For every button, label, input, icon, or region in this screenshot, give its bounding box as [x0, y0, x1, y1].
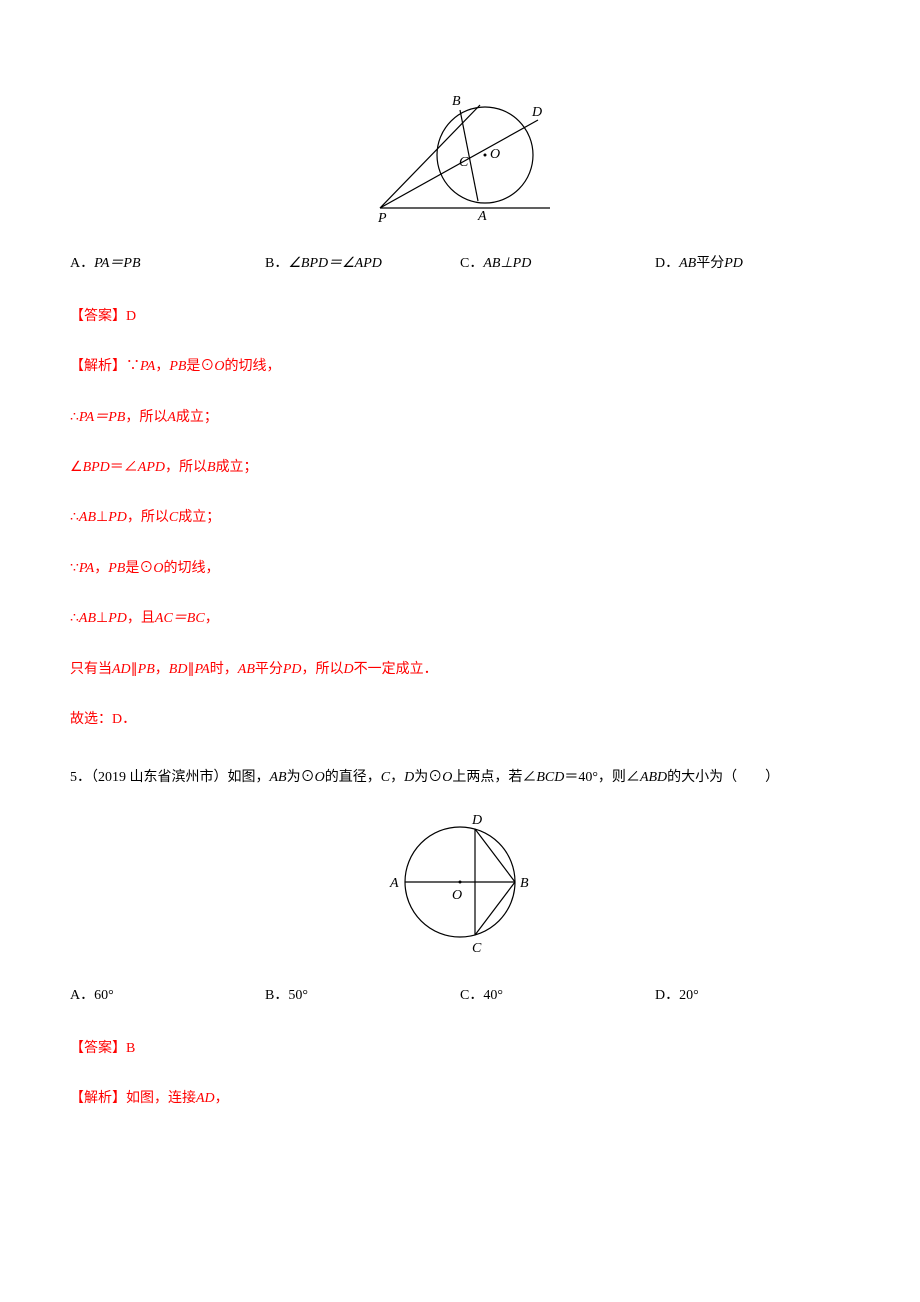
fig1-label-O: O: [490, 147, 500, 162]
fig1-label-D: D: [531, 105, 542, 120]
figure-1: P A B C D O: [70, 80, 850, 233]
fig1-label-C: C: [459, 155, 469, 170]
explain-1-line-1: 【解析】∵PA，PB是⊙O的切线，: [70, 356, 850, 378]
option-2-D: D．20°: [655, 985, 850, 1007]
figure-2: A B C D O: [70, 807, 850, 965]
option-2-C: C．40°: [460, 985, 655, 1007]
fig1-label-B: B: [452, 94, 461, 109]
fig1-label-A: A: [477, 209, 487, 224]
fig2-label-O: O: [452, 888, 462, 903]
option-2-B: B．50°: [265, 985, 460, 1007]
question-5: 5．（2019 山东省滨州市）如图，AB为⊙O的直径，C，D为⊙O上两点，若∠B…: [70, 761, 850, 795]
options-2: A．60° B．50° C．40° D．20°: [70, 985, 850, 1007]
figure-2-svg: A B C D O: [370, 807, 550, 957]
fig2-label-A: A: [389, 876, 399, 891]
fig2-label-B: B: [520, 876, 529, 891]
figure-1-svg: P A B C D O: [360, 80, 560, 225]
explain-1-line-5: ∵PA，PB是⊙O的切线，: [70, 558, 850, 580]
explain-1-line-7: 只有当AD∥PB，BD∥PA时，AB平分PD，所以D不一定成立．: [70, 659, 850, 681]
option-1-D: D．AB平分PD: [655, 253, 850, 275]
option-1-A: A．PA＝PB: [70, 253, 265, 275]
option-1-C: C．AB⊥PD: [460, 253, 655, 275]
answer-2: 【答案】B: [70, 1038, 850, 1060]
options-1: A．PA＝PB B．∠BPD＝∠APD C．AB⊥PD D．AB平分PD: [70, 253, 850, 275]
answer-1: 【答案】D: [70, 306, 850, 328]
fig2-label-D: D: [471, 813, 482, 828]
fig1-label-P: P: [377, 211, 387, 225]
explain-1-line-3: ∠BPD＝∠APD，所以B成立；: [70, 457, 850, 479]
option-1-B: B．∠BPD＝∠APD: [265, 253, 460, 275]
explain-1-line-8: 故选：D．: [70, 709, 850, 731]
explain-1-line-2: ∴PA＝PB，所以A成立；: [70, 407, 850, 429]
explain-1-line-6: ∴AB⊥PD，且AC＝BC，: [70, 608, 850, 630]
fig2-label-C: C: [472, 941, 482, 956]
explain-1-line-4: ∴AB⊥PD，所以C成立；: [70, 507, 850, 529]
option-2-A: A．60°: [70, 985, 265, 1007]
explain-2-line-1: 【解析】如图，连接AD，: [70, 1088, 850, 1110]
